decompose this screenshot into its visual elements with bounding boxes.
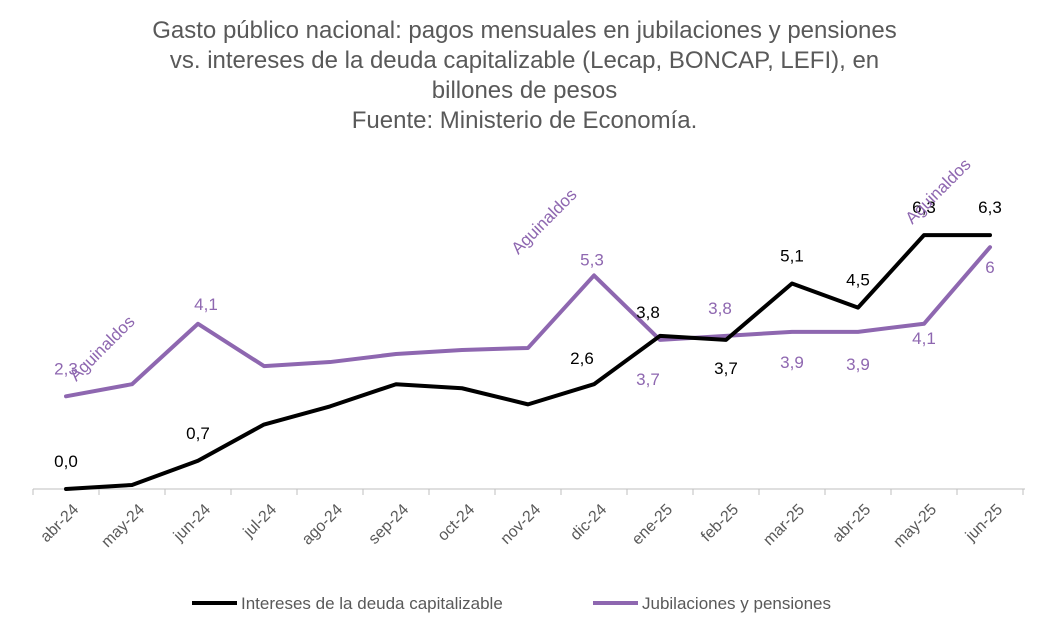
legend-label: Jubilaciones y pensiones <box>642 594 831 613</box>
chart-title-line-4: Fuente: Ministerio de Economía. <box>351 107 698 134</box>
data-label: 6 <box>985 258 994 277</box>
chart-title-line-2: vs. intereses de la deuda capitalizable … <box>169 47 880 74</box>
data-label: 3,7 <box>636 370 660 389</box>
data-label: 0,0 <box>54 452 78 471</box>
x-tick-label: jul-24 <box>240 501 280 541</box>
data-label: 3,8 <box>708 299 732 318</box>
x-tick-label: abr-24 <box>37 501 82 546</box>
x-tick-label: dic-24 <box>567 501 610 544</box>
data-label: 4,5 <box>846 271 870 290</box>
x-tick-label: ago-24 <box>299 501 346 548</box>
x-tick-label: sep-24 <box>366 501 413 548</box>
chart-title-line-3: billones de pesos <box>431 77 618 104</box>
x-tick-label: ene-25 <box>629 501 676 548</box>
chart-title: Gasto público nacional: pagos mensuales … <box>0 16 1049 136</box>
x-tick-label: nov-24 <box>498 501 545 548</box>
series-line-0 <box>64 233 992 491</box>
series-line-1 <box>64 245 992 399</box>
data-label: 3,9 <box>846 355 870 374</box>
x-tick-label: jun-24 <box>170 501 214 545</box>
data-label: 3,9 <box>780 353 804 372</box>
data-label: 4,1 <box>194 295 218 314</box>
data-label: 3,7 <box>714 359 738 378</box>
x-tick-label: mar-25 <box>760 501 808 549</box>
annotation-aguinaldos: Aguinaldos <box>902 155 975 228</box>
x-tick-label: abr-25 <box>829 501 874 546</box>
data-label: 6,3 <box>978 198 1002 217</box>
annotation-aguinaldos: Aguinaldos <box>508 185 581 258</box>
legend-label: Intereses de la deuda capitalizable <box>241 594 503 613</box>
chart-title-line-1: Gasto público nacional: pagos mensuales … <box>152 17 897 44</box>
data-label: 2,3 <box>54 359 78 378</box>
x-tick-label: oct-24 <box>435 501 479 545</box>
x-tick-label: may-24 <box>98 501 148 551</box>
data-label: 2,6 <box>570 349 594 368</box>
annotation-aguinaldos: Aguinaldos <box>66 312 139 385</box>
data-label: 0,7 <box>186 424 210 443</box>
data-label: 4,1 <box>912 329 936 348</box>
data-label: 5,1 <box>780 246 804 265</box>
data-label: 3,8 <box>636 303 660 322</box>
data-label: 6,3 <box>912 198 936 217</box>
x-tick-label: jun-25 <box>962 501 1006 545</box>
x-tick-label: may-25 <box>890 501 940 551</box>
data-label: 5,3 <box>580 250 604 269</box>
x-tick-label: feb-25 <box>698 501 742 545</box>
